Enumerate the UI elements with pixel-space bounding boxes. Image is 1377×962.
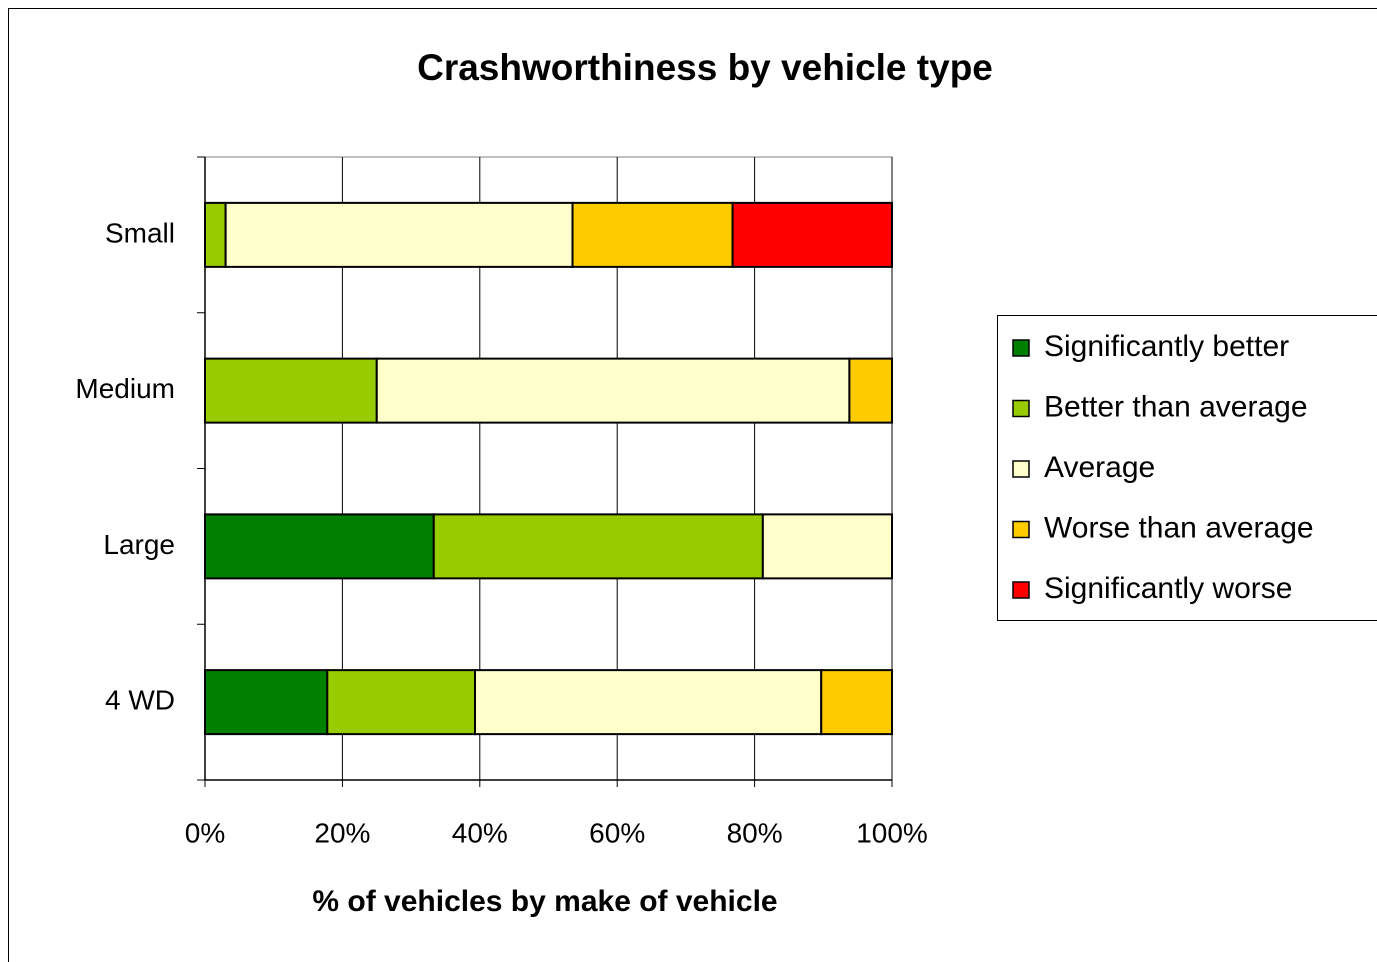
x-tick-label: 60%	[589, 817, 645, 848]
y-tick-label: Large	[103, 529, 175, 560]
bar-segment	[224, 201, 574, 268]
bar-segment	[375, 357, 851, 424]
x-tick-label: 0%	[185, 817, 225, 848]
y-tick-label: Medium	[75, 373, 175, 404]
legend-box	[997, 315, 1377, 621]
y-tick-label: 4 WD	[105, 685, 175, 716]
legend-label: Average	[1044, 451, 1155, 484]
legend-swatch	[1012, 339, 1030, 357]
bar-segment	[204, 669, 329, 736]
legend-label: Significantly better	[1044, 330, 1289, 363]
x-tick-label: 100%	[856, 817, 928, 848]
chart-title: Crashworthiness by vehicle type	[417, 47, 993, 88]
legend-label: Better than average	[1044, 390, 1308, 423]
bar-segment	[204, 513, 435, 580]
legend-swatch	[1012, 520, 1030, 539]
legend-swatch	[1012, 399, 1030, 418]
legend-swatch	[1012, 460, 1030, 478]
bar-segment	[204, 357, 378, 424]
y-tick-label: Small	[105, 217, 175, 248]
bar-segment	[204, 201, 227, 268]
bar-segment	[326, 669, 476, 736]
bar-segment	[820, 669, 894, 736]
x-tick-label: 20%	[314, 817, 370, 848]
bar-segment	[848, 357, 894, 424]
bar-segment	[731, 201, 894, 268]
x-tick-label: 40%	[452, 817, 508, 848]
x-axis-title: % of vehicles by make of vehicle	[312, 885, 777, 918]
legend-swatch	[1012, 581, 1030, 599]
bar-segment	[432, 513, 764, 580]
bar-segment	[473, 669, 823, 736]
legend-label: Significantly worse	[1044, 572, 1292, 605]
x-tick-label: 80%	[727, 817, 783, 848]
bar-segment	[571, 201, 734, 268]
legend-label: Worse than average	[1044, 511, 1314, 544]
bar-segment	[761, 513, 893, 580]
